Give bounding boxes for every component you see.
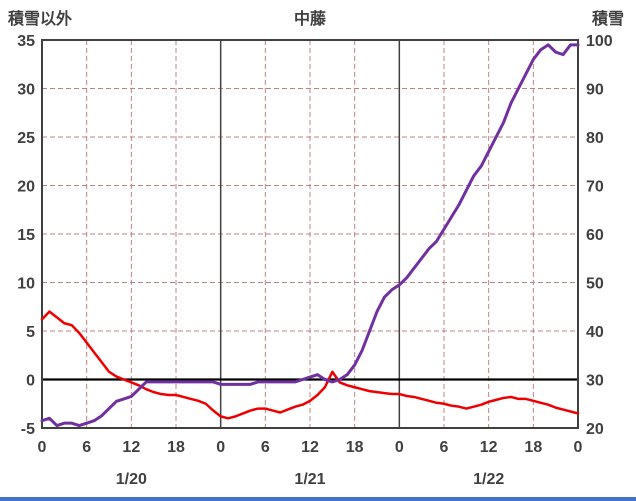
left-axis-tick-label: 10 [17, 276, 35, 293]
x-axis-tick-label: 6 [261, 439, 270, 456]
plot-frame [41, 39, 579, 429]
x-axis-tick-label: 0 [574, 439, 583, 456]
x-axis-tick-label: 18 [167, 439, 185, 456]
left-axis-tick-label: -5 [21, 421, 35, 438]
x-axis-day-label: 1/20 [116, 471, 147, 488]
left-axis-tick-label: 30 [17, 82, 35, 99]
right-axis-title: 積雪 [591, 11, 624, 28]
x-axis-tick-label: 18 [346, 439, 364, 456]
x-axis-day-label: 1/22 [473, 471, 504, 488]
x-axis-tick-label: 0 [216, 439, 225, 456]
right-axis-tick-label: 20 [586, 421, 604, 438]
x-axis-tick-label: 0 [395, 439, 404, 456]
right-axis-tick-label: 90 [586, 82, 604, 99]
left-axis-tick-label: 20 [17, 179, 35, 196]
x-axis-tick-label: 18 [524, 439, 542, 456]
x-axis-tick-label: 12 [480, 439, 498, 456]
right-axis-tick-label: 60 [586, 227, 604, 244]
x-axis-tick-label: 6 [82, 439, 91, 456]
chart-title: 中藤 [293, 11, 326, 28]
right-axis-tick-label: 30 [586, 373, 604, 390]
x-axis-tick-label: 12 [301, 439, 319, 456]
right-axis-tick-label: 40 [586, 324, 604, 341]
x-axis-tick-label: 0 [38, 439, 47, 456]
left-axis-tick-label: 0 [26, 373, 35, 390]
left-axis-title: 積雪以外 [8, 11, 73, 28]
x-axis-tick-label: 12 [122, 439, 140, 456]
right-axis-tick-label: 80 [586, 130, 604, 147]
series-line-right [40, 43, 580, 428]
bottom-blue-border [0, 497, 636, 501]
left-axis-tick-label: 35 [17, 33, 35, 50]
series-line-left [40, 310, 580, 420]
left-axis-tick-label: 25 [17, 130, 35, 147]
left-axis-tick-label: 5 [26, 324, 35, 341]
x-axis-tick-label: 6 [440, 439, 449, 456]
right-axis-tick-label: 50 [586, 276, 604, 293]
right-axis-tick-label: 70 [586, 179, 604, 196]
left-axis-tick-label: 15 [17, 227, 35, 244]
right-axis-tick-label: 100 [586, 33, 613, 50]
x-axis-day-label: 1/21 [294, 471, 325, 488]
